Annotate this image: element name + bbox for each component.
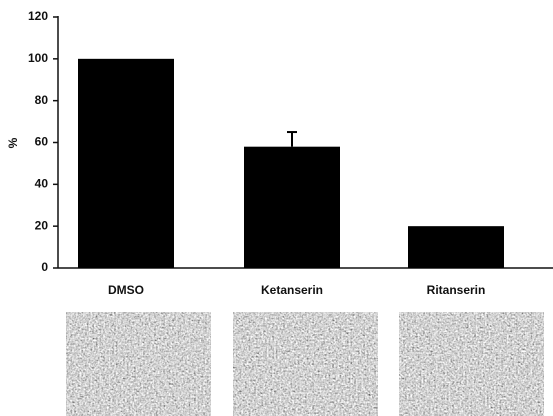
y-tick-label: 80 <box>35 93 49 107</box>
x-tick-label: Ketanserin <box>261 283 323 297</box>
figure: % 0 20 40 60 80 100 120 DMSO Ketanserin Ritanseri… <box>0 0 553 416</box>
micrograph <box>233 312 378 416</box>
micrograph <box>399 312 544 416</box>
bar <box>244 147 340 268</box>
y-tick-label: 40 <box>35 177 49 191</box>
y-axis-label: % <box>6 137 20 148</box>
y-tick-label: 0 <box>41 260 48 274</box>
y-tick-label: 20 <box>35 218 49 232</box>
x-tick-label: DMSO <box>108 283 144 297</box>
bar <box>408 226 504 268</box>
y-tick-label: 60 <box>35 135 49 149</box>
y-tick-label: 100 <box>28 51 48 65</box>
bar <box>78 59 174 268</box>
micrographs <box>66 312 544 416</box>
micrograph <box>66 312 211 416</box>
x-tick-label: Ritanserin <box>427 283 486 297</box>
y-tick-label: 120 <box>28 9 48 23</box>
